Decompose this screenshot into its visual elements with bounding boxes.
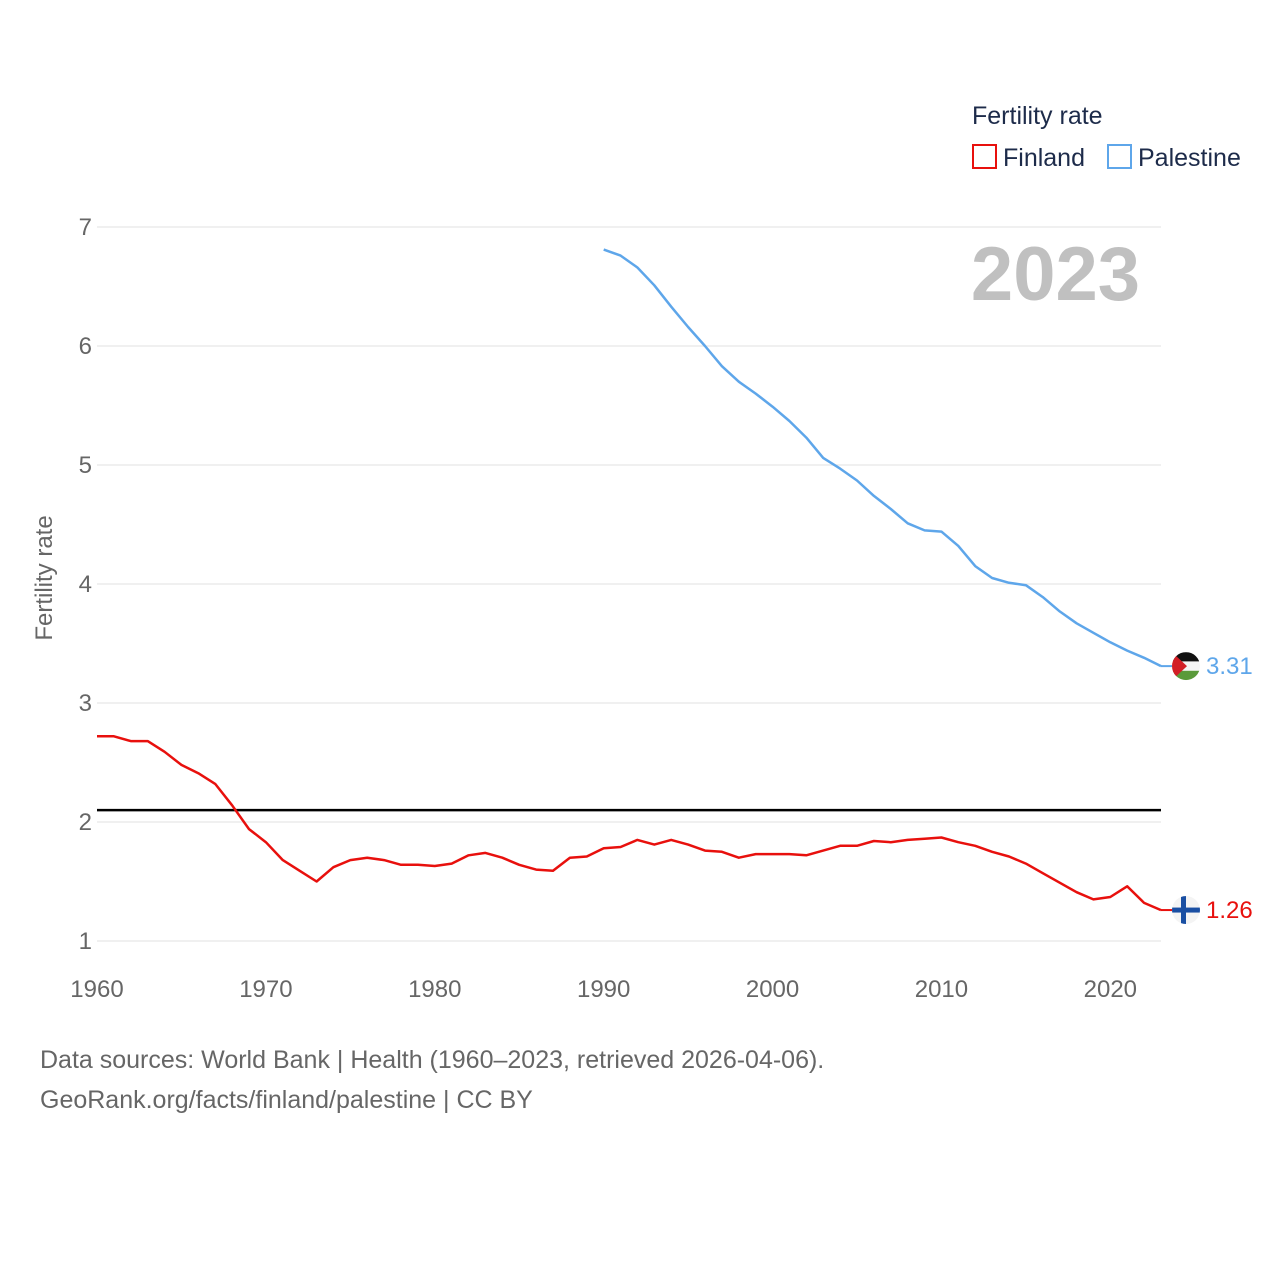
x-tick-label: 1990 [577, 976, 630, 1003]
gridlines [97, 226, 1161, 942]
y-tick-label: 2 [79, 809, 92, 836]
end-markers: 1.26 3.31 [1161, 652, 1253, 925]
palestine-line [603, 248, 1162, 668]
x-axis-ticks: 1960 1970 1980 1990 2000 2010 2020 [70, 976, 1137, 1003]
x-tick-label: 2020 [1084, 976, 1137, 1003]
legend-label: Finland [1003, 144, 1085, 172]
palestine-end-value: 3.31 [1206, 653, 1253, 680]
y-tick-label: 6 [79, 333, 92, 360]
legend-item-finland[interactable]: Finland [972, 144, 1085, 172]
x-tick-label: 2000 [746, 976, 799, 1003]
finland-end-value: 1.26 [1206, 897, 1253, 924]
year-label: 2023 [971, 232, 1140, 317]
finland-line [97, 735, 1162, 912]
series-lines [97, 248, 1162, 912]
legend: Fertility rate Finland Palestine [972, 102, 1241, 172]
legend-swatch [972, 144, 997, 169]
y-tick-label: 3 [79, 690, 92, 717]
y-tick-label: 4 [79, 571, 92, 598]
x-tick-label: 1980 [408, 976, 461, 1003]
x-tick-label: 2010 [915, 976, 968, 1003]
finland-flag-icon [1172, 896, 1200, 925]
y-axis-ticks: 1 2 3 4 5 6 7 [79, 214, 92, 955]
palestine-flag-icon [1172, 652, 1200, 681]
legend-title: Fertility rate [972, 102, 1103, 130]
legend-swatch [1107, 144, 1132, 169]
credit-line: GeoRank.org/facts/finland/palestine | CC… [40, 1086, 533, 1114]
legend-label: Palestine [1138, 144, 1241, 172]
source-line: Data sources: World Bank | Health (1960–… [40, 1046, 825, 1074]
x-tick-label: 1960 [70, 976, 123, 1003]
y-axis-label: Fertility rate [31, 515, 58, 640]
y-tick-label: 7 [79, 214, 92, 241]
legend-item-palestine[interactable]: Palestine [1107, 144, 1241, 172]
y-tick-label: 5 [79, 452, 92, 479]
source-credits: Data sources: World Bank | Health (1960–… [40, 1040, 824, 1120]
x-tick-label: 1970 [239, 976, 292, 1003]
y-tick-label: 1 [79, 928, 92, 955]
